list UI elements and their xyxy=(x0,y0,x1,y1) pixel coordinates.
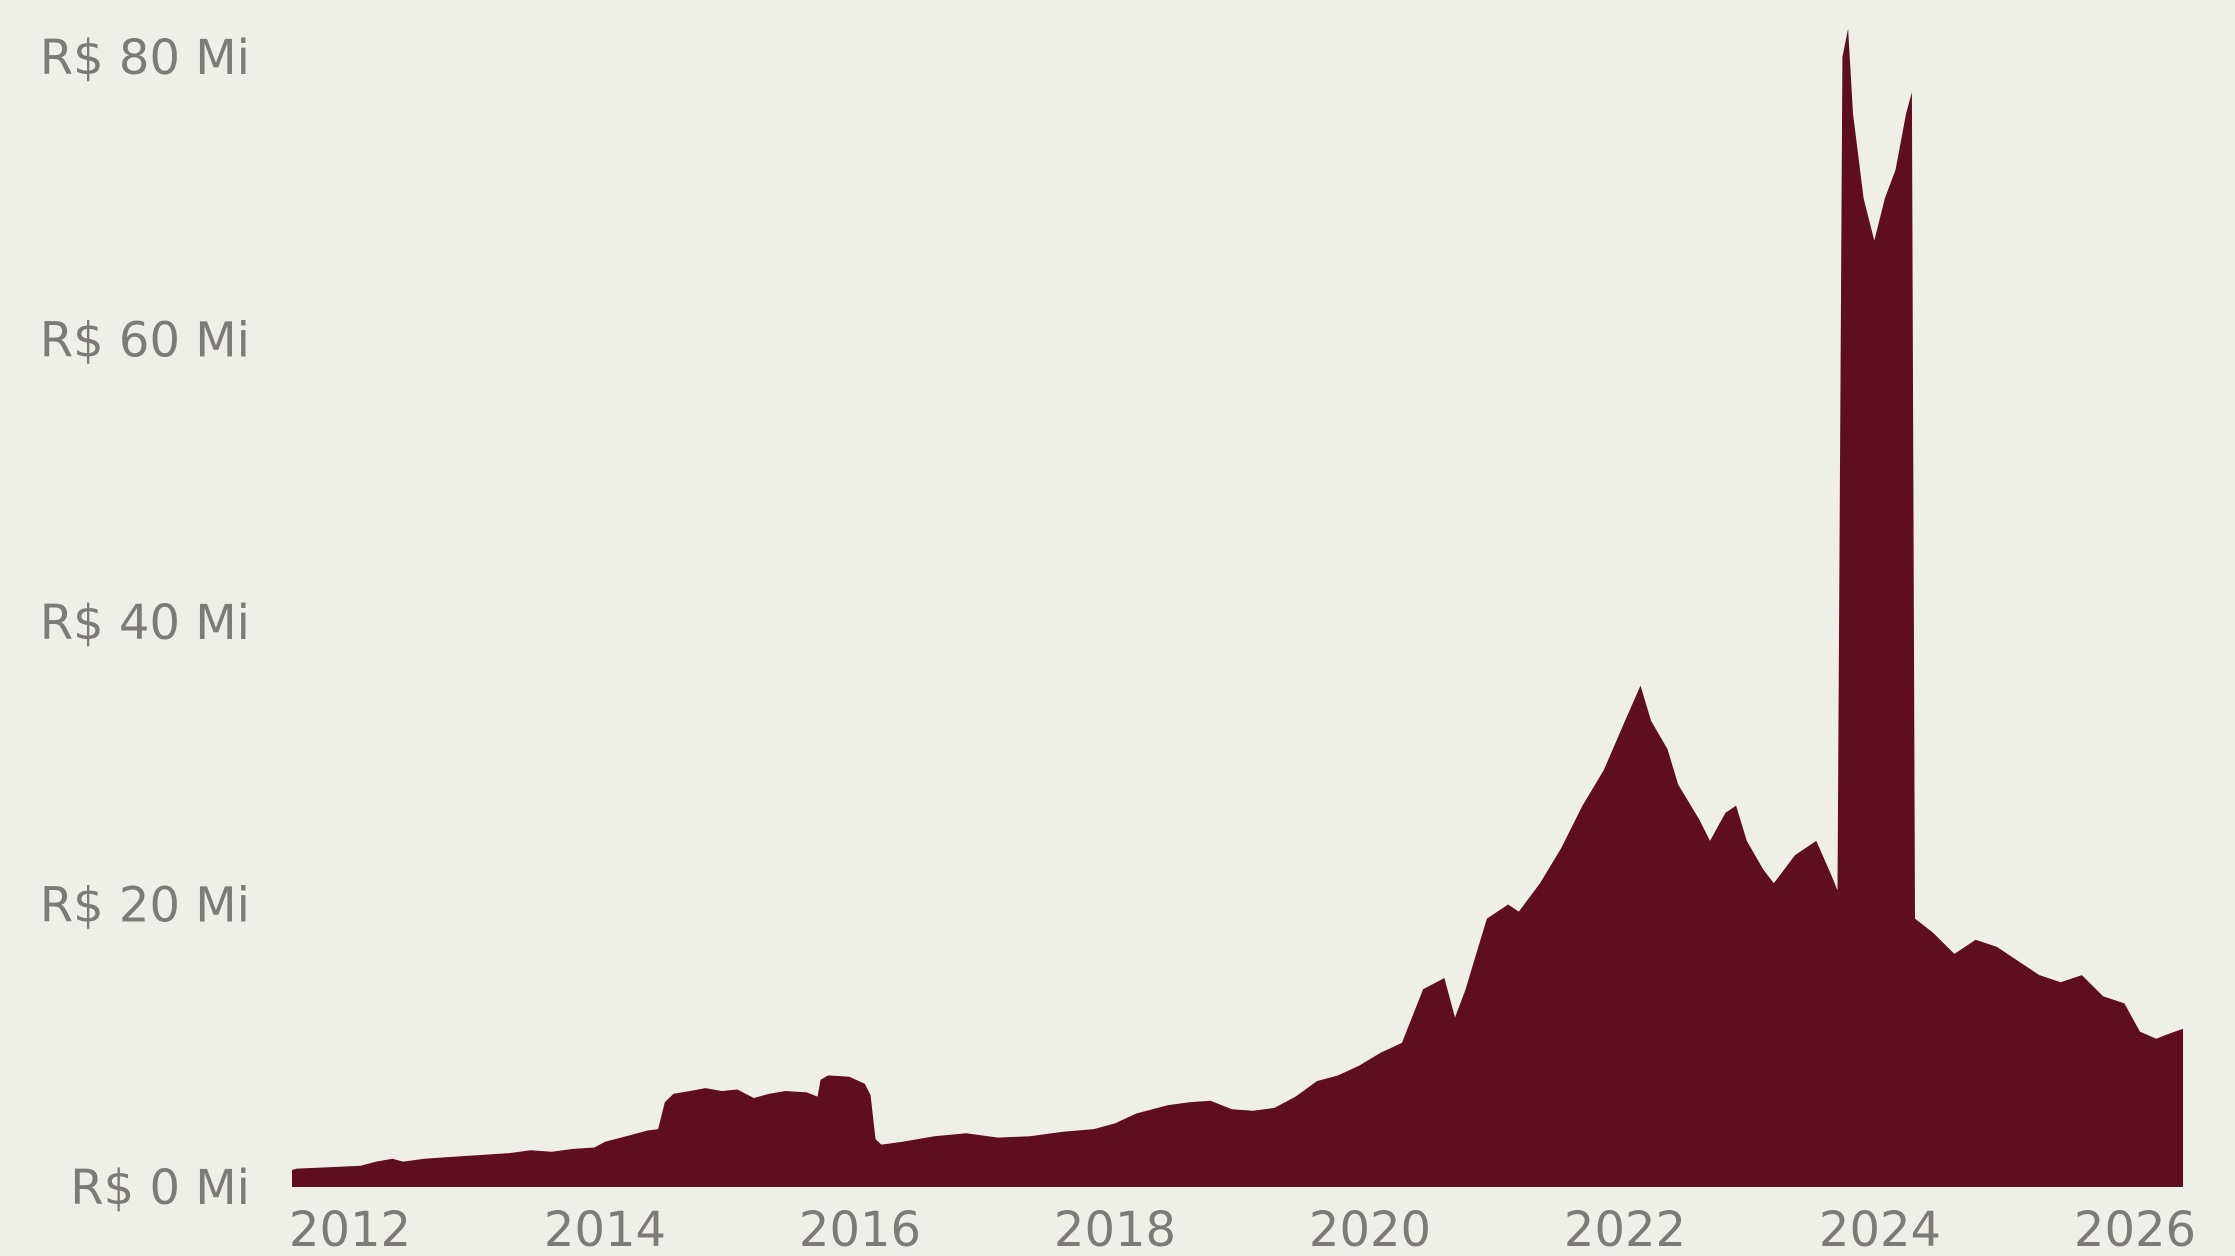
x-tick-label: 2020 xyxy=(1309,1202,1431,1256)
x-axis: 2012 2014 2016 2018 2020 2022 2024 2026 xyxy=(289,1202,2196,1256)
y-tick-label: R$ 60 Mi xyxy=(40,313,250,369)
area-series-layer xyxy=(292,28,2183,1187)
x-tick-label: 2016 xyxy=(799,1202,921,1256)
x-tick-label: 2012 xyxy=(289,1202,411,1256)
y-tick-label: R$ 80 Mi xyxy=(40,30,250,86)
y-tick-label: R$ 40 Mi xyxy=(40,595,250,651)
y-tick-label: R$ 0 Mi xyxy=(70,1160,250,1216)
x-tick-label: 2022 xyxy=(1564,1202,1686,1256)
y-axis: R$ 0 Mi R$ 20 Mi R$ 40 Mi R$ 60 Mi R$ 80… xyxy=(40,30,250,1216)
x-tick-label: 2026 xyxy=(2074,1202,2196,1256)
x-tick-label: 2018 xyxy=(1054,1202,1176,1256)
area-series xyxy=(292,28,2183,1187)
x-tick-label: 2024 xyxy=(1819,1202,1941,1256)
x-tick-label: 2014 xyxy=(544,1202,666,1256)
y-tick-label: R$ 20 Mi xyxy=(40,878,250,934)
